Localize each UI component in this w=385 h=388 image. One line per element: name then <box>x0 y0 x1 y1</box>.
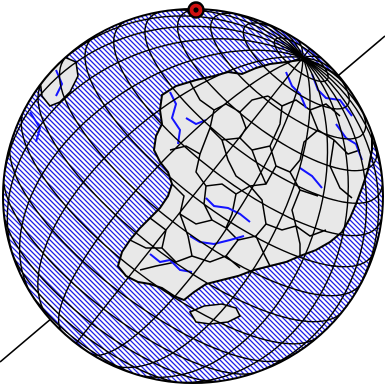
ocean-hatch-line <box>3 9 149 383</box>
ocean-hatch-line <box>3 9 184 383</box>
ocean-hatch-line <box>3 9 229 383</box>
ocean-hatch-line <box>3 9 259 383</box>
circled-dot-icon <box>187 1 205 19</box>
ocean-hatch-line <box>3 9 224 383</box>
ocean-hatch-line <box>3 9 179 383</box>
ocean-hatch-line <box>3 9 159 383</box>
ocean-hatch-line <box>3 9 304 383</box>
meridian-line <box>168 57 350 383</box>
meridian-line <box>236 56 368 379</box>
meridian-line <box>37 56 303 318</box>
ocean-hatch-line <box>3 9 174 383</box>
ocean-hatch-line <box>3 9 299 383</box>
ocean-hatch-line <box>189 9 383 383</box>
ocean-hatch-line <box>3 9 249 383</box>
ocean-hatch-line <box>3 9 319 383</box>
ocean-hatch-line <box>3 9 129 383</box>
ocean-hatch-line <box>3 9 144 383</box>
meridian-line <box>90 57 304 356</box>
ocean-hatch-line <box>3 9 314 383</box>
ocean-hatch-line <box>3 9 264 383</box>
ocean-hatch-line <box>169 9 383 383</box>
ocean-hatch-line <box>3 9 154 383</box>
meridian-line <box>3 25 304 199</box>
ocean-hatch-line <box>174 9 383 383</box>
ocean-hatch-line <box>3 9 219 383</box>
graticule-meridians <box>3 9 383 383</box>
meridian-line <box>18 49 304 299</box>
ocean-hatch-line <box>3 9 139 383</box>
ocean-hatch-line <box>3 9 324 383</box>
meridian-line <box>6 38 304 265</box>
meridian-line <box>75 57 304 344</box>
ocean-hatch-line <box>194 9 383 383</box>
meridian-line <box>130 57 329 379</box>
ocean-hatch-line <box>3 9 164 383</box>
ocean-hatch-line <box>3 9 244 383</box>
ocean-hatch-line <box>3 9 234 383</box>
ocean-hatch-line <box>3 9 309 383</box>
ocean-hatch-line <box>3 9 209 383</box>
ocean-hatch-line <box>3 9 194 383</box>
rivers <box>29 69 363 273</box>
ocean-hatch-line <box>3 9 169 383</box>
ocean-hatch-line <box>3 9 239 383</box>
ocean-hatch-line <box>3 9 254 383</box>
meridian-line <box>57 56 304 333</box>
ocean-hatch-line <box>3 9 294 383</box>
meridian-line <box>108 57 311 369</box>
landmass-island-south <box>188 303 242 325</box>
